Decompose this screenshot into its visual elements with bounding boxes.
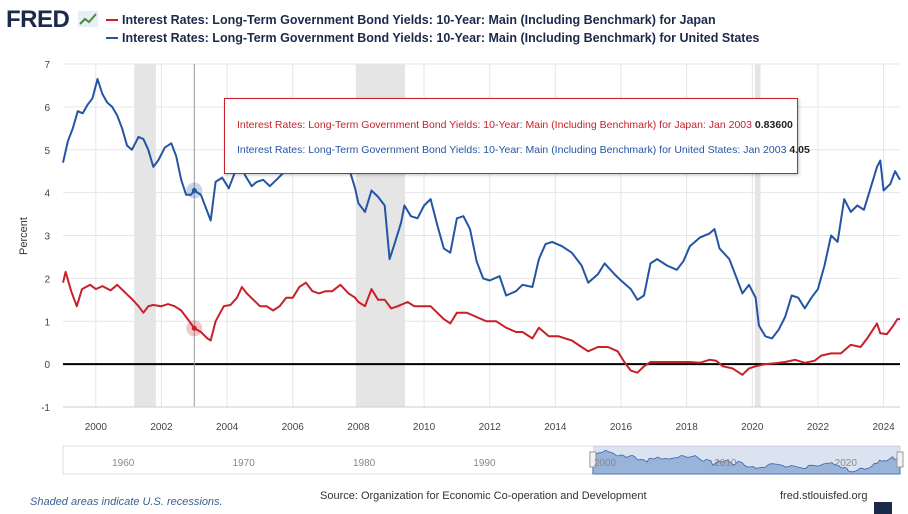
y-tick-label: 3 <box>44 232 50 243</box>
y-tick-label: 4 <box>44 189 50 200</box>
x-tick-label: 2024 <box>872 422 895 433</box>
y-tick-label: 2 <box>44 274 50 285</box>
x-tick-label: 2008 <box>347 422 370 433</box>
navigator-tick-label: 1990 <box>473 458 496 469</box>
y-axis-label: Percent <box>18 217 30 255</box>
x-tick-label: 2012 <box>479 422 502 433</box>
legend-swatch-japan <box>106 18 118 21</box>
x-tick-label: 2014 <box>544 422 567 433</box>
x-tick-label: 2016 <box>610 422 633 433</box>
navigator-tick-label: 1970 <box>233 458 256 469</box>
x-tick-label: 2018 <box>676 422 699 433</box>
line-chart-icon <box>78 11 98 27</box>
legend-swatch-us <box>106 36 118 39</box>
legend-item-japan[interactable]: Interest Rates: Long-Term Government Bon… <box>106 13 716 27</box>
y-tick-label: 7 <box>44 60 50 71</box>
navigator-tick-label: 2010 <box>714 458 737 469</box>
range-navigator[interactable]: 1960 1970 1980 1990 2000 2010 2020 <box>62 445 904 475</box>
x-tick-label: 2020 <box>741 422 764 433</box>
x-tick-label: 2022 <box>807 422 830 433</box>
hover-point <box>191 325 197 331</box>
x-tick-label: 2006 <box>282 422 305 433</box>
tooltip-us: Interest Rates: Long-Term Government Bon… <box>237 144 810 156</box>
legend-label-us: Interest Rates: Long-Term Government Bon… <box>122 31 760 45</box>
tooltip: Interest Rates: Long-Term Government Bon… <box>224 98 810 174</box>
y-tick-label: 0 <box>44 360 50 371</box>
y-tick-label: 1 <box>44 317 50 328</box>
tooltip-japan-value: 0.83600 <box>754 119 793 131</box>
source-text: Source: Organization for Economic Co-ope… <box>320 490 647 502</box>
y-tick-label: 5 <box>44 146 50 157</box>
tooltip-japan-label: Interest Rates: Long-Term Government Bon… <box>237 119 706 131</box>
navigator-handle[interactable] <box>896 451 904 468</box>
x-tick-label: 2000 <box>85 422 108 433</box>
hover-point <box>191 187 197 193</box>
tooltip-us-date: Jan 2003 <box>743 144 787 156</box>
navigator-tick-label: 2020 <box>835 458 858 469</box>
recession-note: Shaded areas indicate U.S. recessions. <box>30 496 223 508</box>
navigator-selection[interactable] <box>592 446 900 474</box>
chart-header: FRED Interest Rates: Long-Term Governmen… <box>0 0 908 52</box>
x-tick-label: 2010 <box>413 422 436 433</box>
x-tick-label: 2002 <box>150 422 173 433</box>
legend-label-japan: Interest Rates: Long-Term Government Bon… <box>122 13 716 27</box>
y-tick-label: 6 <box>44 103 50 114</box>
navigator-series <box>592 449 901 475</box>
tooltip-japan-date: Jan 2003 <box>708 119 752 131</box>
y-tick-label: -1 <box>41 403 50 414</box>
series-line-us[interactable] <box>62 78 901 340</box>
navigator-tick-label: 1960 <box>112 458 135 469</box>
tooltip-us-label: Interest Rates: Long-Term Government Bon… <box>237 144 741 156</box>
navigator-tick-label: 2000 <box>594 458 617 469</box>
series-line-japan[interactable] <box>62 270 900 376</box>
legend-item-us[interactable]: Interest Rates: Long-Term Government Bon… <box>106 31 759 45</box>
navigator-tick-label: 1980 <box>353 458 376 469</box>
fullscreen-icon[interactable] <box>874 502 892 514</box>
x-tick-label: 2004 <box>216 422 239 433</box>
tooltip-us-value: 4.05 <box>789 144 810 156</box>
navigator-handle[interactable] <box>589 451 597 468</box>
fred-logo[interactable]: FRED <box>6 6 70 33</box>
site-link[interactable]: fred.stlouisfed.org <box>780 490 868 502</box>
tooltip-japan: Interest Rates: Long-Term Government Bon… <box>237 119 793 131</box>
